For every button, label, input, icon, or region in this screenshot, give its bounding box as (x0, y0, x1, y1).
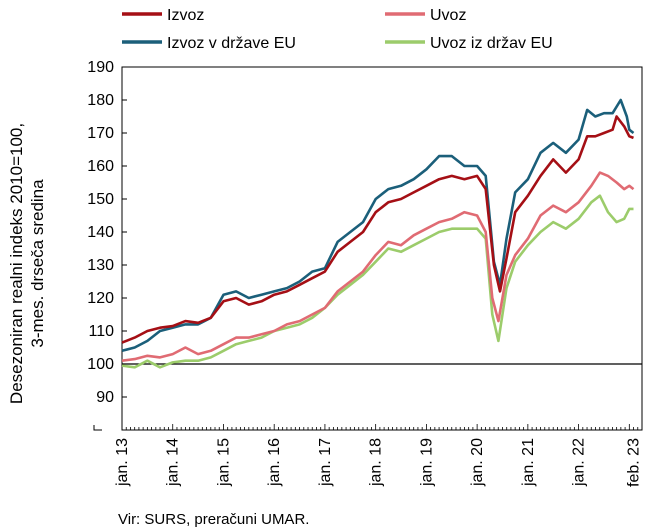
y-axis-label-line: Desezoniran realni indeks 2010=100, (7, 123, 26, 404)
y-tick-label: 180 (87, 92, 114, 109)
x-tick-labels: jan. 13 jan. 14 jan. 15 jan. 16 jan. 17 jan. … (114, 424, 643, 487)
y-axis-label: Desezoniran realni indeks 2010=100, 3-mes… (7, 123, 47, 404)
axis-break-mark (93, 425, 102, 431)
y-tick-label: 120 (87, 290, 114, 307)
series-line-0 (121, 115, 634, 344)
series-line-1 (121, 171, 635, 362)
legend: Izvoz Uvoz Izvoz v države EU Uvoz iz držav … (122, 7, 553, 52)
axes (121, 66, 643, 431)
x-tick-label: jan. 17 (317, 438, 334, 487)
legend-label-0: Izvoz (167, 7, 204, 24)
legend-label-1: Uvoz (430, 7, 466, 24)
y-tick-label: 160 (87, 158, 114, 175)
legend-label-2: Izvoz v države EU (167, 35, 296, 52)
y-tick-label: 90 (96, 389, 114, 406)
x-tick-label: jan. 14 (165, 438, 182, 487)
y-tick-label: 140 (87, 224, 114, 241)
y-tick-label: 130 (87, 257, 114, 274)
y-tick-label: 170 (87, 125, 114, 142)
y-tick-label: 110 (88, 323, 114, 340)
y-tick-label: 190 (87, 59, 114, 76)
source-note: Vir: SURS, preračuni UMAR. (118, 511, 310, 528)
x-tick-label: feb. 23 (626, 438, 643, 487)
series-line-2 (121, 98, 635, 353)
x-tick-label: jan. 22 (571, 438, 588, 487)
x-tick-label: jan. 20 (469, 438, 486, 487)
plot-frame (121, 66, 643, 431)
x-tick-label: jan. 21 (520, 438, 537, 487)
series-lines (121, 98, 635, 369)
x-tick-label: jan. 15 (215, 438, 232, 487)
y-tick-label: 150 (87, 191, 114, 208)
x-tick-label: jan. 19 (418, 438, 435, 487)
legend-label-3: Uvoz iz držav EU (430, 35, 553, 52)
y-tick-labels: 90 100 110 120 130 140 150 160 170 180 190 (87, 59, 127, 431)
y-tick-label: 100 (87, 356, 114, 373)
series-line-3 (121, 194, 634, 369)
x-tick-label: jan. 18 (368, 438, 385, 487)
x-tick-label: jan. 16 (266, 438, 283, 487)
x-tick-label: jan. 13 (114, 438, 131, 487)
y-axis-label-line: 3-mes. drseča sredina (28, 179, 47, 348)
